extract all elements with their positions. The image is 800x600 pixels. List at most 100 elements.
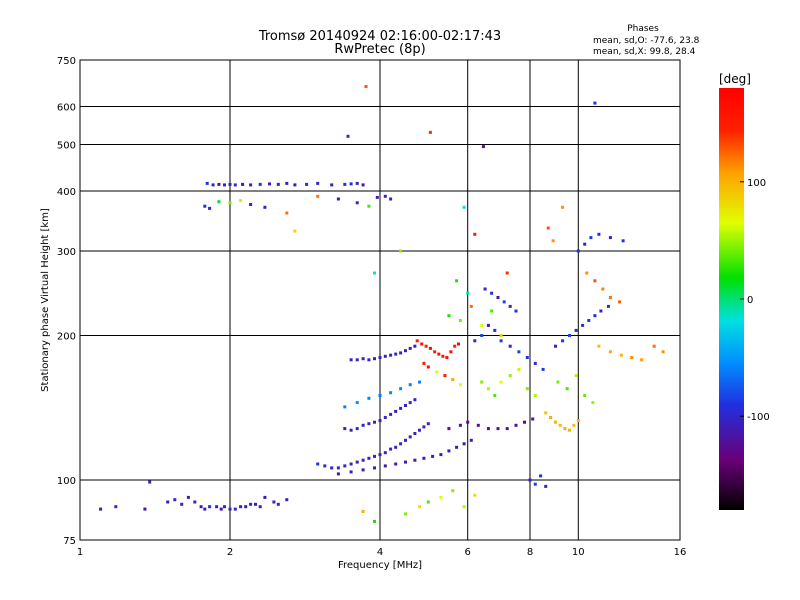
data-point — [481, 145, 485, 149]
data-point — [404, 438, 407, 442]
data-point — [597, 232, 601, 236]
data-point — [581, 323, 585, 327]
data-point — [597, 344, 601, 348]
data-point — [205, 181, 209, 185]
data-point — [173, 498, 177, 502]
data-point — [549, 416, 553, 419]
data-point — [199, 505, 203, 509]
data-point — [466, 291, 470, 295]
y-axis-label: Stationary phase Virtual Height [km] — [40, 208, 51, 392]
data-point — [375, 195, 379, 199]
data-point — [399, 351, 403, 355]
data-point — [455, 445, 459, 449]
data-point — [431, 454, 435, 458]
data-point — [554, 420, 557, 424]
data-point — [343, 182, 347, 186]
data-point — [428, 130, 432, 134]
data-point — [439, 453, 443, 457]
data-point — [399, 249, 403, 253]
colorbar-label: [deg] — [719, 72, 751, 86]
data-point — [361, 357, 365, 361]
data-point — [193, 500, 197, 504]
data-point — [336, 466, 340, 470]
data-point — [186, 495, 190, 499]
data-point — [263, 495, 267, 499]
data-point — [493, 328, 497, 332]
data-point — [355, 460, 359, 464]
x-axis-ticks: 1 2 4 6 8 10 16 — [77, 547, 687, 558]
chart-subtitle: RwPretec (8p) — [334, 42, 425, 57]
data-point — [458, 319, 462, 322]
data-point — [426, 422, 430, 426]
data-point — [343, 464, 347, 468]
data-point — [568, 334, 571, 337]
data-point — [336, 472, 340, 476]
data-point — [316, 194, 320, 198]
x-tick-label: 1 — [77, 547, 83, 558]
data-point — [533, 482, 537, 486]
data-point — [539, 474, 543, 478]
data-point — [114, 505, 118, 509]
data-point — [268, 182, 271, 186]
data-point — [254, 502, 257, 506]
data-point — [525, 356, 529, 359]
data-point — [533, 394, 537, 397]
data-point — [496, 296, 500, 299]
x-tick-label: 4 — [377, 547, 383, 558]
data-point — [574, 328, 578, 332]
data-point — [618, 300, 621, 304]
data-point — [466, 420, 470, 424]
data-point — [439, 495, 443, 499]
data-point — [394, 352, 398, 356]
data-point — [441, 354, 445, 358]
data-point — [437, 352, 441, 356]
data-point — [473, 232, 477, 236]
data-point — [433, 350, 437, 354]
data-point — [148, 480, 152, 484]
data-point — [585, 271, 589, 275]
data-point — [517, 367, 521, 371]
data-point — [418, 428, 421, 432]
data-point — [217, 182, 221, 186]
data-point — [447, 449, 451, 453]
data-point — [408, 401, 412, 405]
data-point — [630, 356, 634, 359]
data-point — [593, 314, 597, 318]
data-point — [426, 365, 430, 369]
data-point — [215, 505, 219, 509]
data-point — [239, 505, 243, 509]
data-point — [408, 383, 412, 387]
data-point — [544, 484, 548, 488]
data-point — [608, 350, 612, 354]
data-point — [383, 464, 387, 468]
data-point — [276, 182, 280, 186]
data-point — [413, 432, 417, 435]
data-point — [583, 242, 587, 246]
data-point — [244, 505, 248, 509]
data-point — [469, 438, 473, 442]
colorbar — [719, 88, 744, 510]
data-point — [476, 423, 480, 427]
x-tick-label: 16 — [674, 547, 687, 558]
data-point — [389, 412, 393, 416]
data-point — [480, 334, 484, 337]
data-point — [499, 380, 503, 384]
y-tick-label: 750 — [57, 56, 76, 67]
colorbar-tick-label: 100 — [747, 178, 766, 189]
data-point — [608, 236, 612, 240]
data-point — [394, 409, 398, 413]
data-point — [389, 391, 393, 395]
data-point — [424, 344, 428, 348]
data-point — [404, 349, 407, 353]
data-point — [394, 462, 398, 466]
data-point — [180, 502, 184, 506]
data-point — [499, 339, 503, 343]
data-point — [426, 500, 430, 504]
data-point — [480, 380, 484, 384]
data-point — [531, 417, 535, 421]
data-point — [355, 401, 359, 405]
data-point — [346, 134, 350, 138]
gridlines — [80, 60, 680, 540]
data-point — [490, 291, 494, 295]
data-point — [556, 380, 560, 384]
